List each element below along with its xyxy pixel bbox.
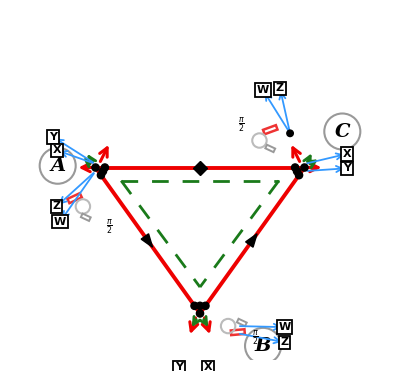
Text: X: X	[343, 149, 351, 159]
Polygon shape	[141, 234, 152, 247]
Circle shape	[202, 302, 209, 309]
Text: Y: Y	[49, 132, 57, 142]
Text: A: A	[50, 157, 65, 175]
Text: $\frac{\pi}{2}$: $\frac{\pi}{2}$	[238, 116, 245, 134]
Text: Z: Z	[52, 201, 61, 211]
Circle shape	[101, 164, 108, 171]
Circle shape	[301, 164, 308, 171]
Circle shape	[196, 302, 204, 309]
Text: Z: Z	[276, 83, 284, 93]
Bar	[81, 214, 91, 221]
Circle shape	[92, 164, 99, 171]
Circle shape	[97, 171, 104, 179]
Text: W: W	[278, 322, 291, 332]
Circle shape	[294, 168, 301, 175]
Text: X: X	[204, 362, 212, 371]
Circle shape	[191, 302, 198, 309]
Circle shape	[287, 130, 293, 137]
Text: $\frac{\pi}{2}$: $\frac{\pi}{2}$	[252, 328, 259, 347]
Text: C: C	[334, 122, 350, 141]
Bar	[263, 125, 278, 134]
Circle shape	[292, 164, 299, 171]
Circle shape	[196, 310, 204, 317]
Text: W: W	[257, 85, 269, 95]
Bar	[265, 145, 275, 152]
Circle shape	[296, 171, 303, 179]
Text: W: W	[54, 217, 66, 227]
Text: Z: Z	[281, 337, 289, 347]
Text: Y: Y	[343, 163, 351, 173]
Bar	[237, 319, 247, 326]
Text: X: X	[52, 145, 61, 155]
Text: $\frac{\pi}{2}$: $\frac{\pi}{2}$	[106, 217, 113, 236]
Text: Y: Y	[175, 362, 183, 371]
Circle shape	[99, 168, 106, 175]
Text: B: B	[255, 337, 271, 355]
Bar	[231, 329, 245, 335]
Polygon shape	[246, 234, 257, 247]
Bar	[68, 193, 82, 203]
